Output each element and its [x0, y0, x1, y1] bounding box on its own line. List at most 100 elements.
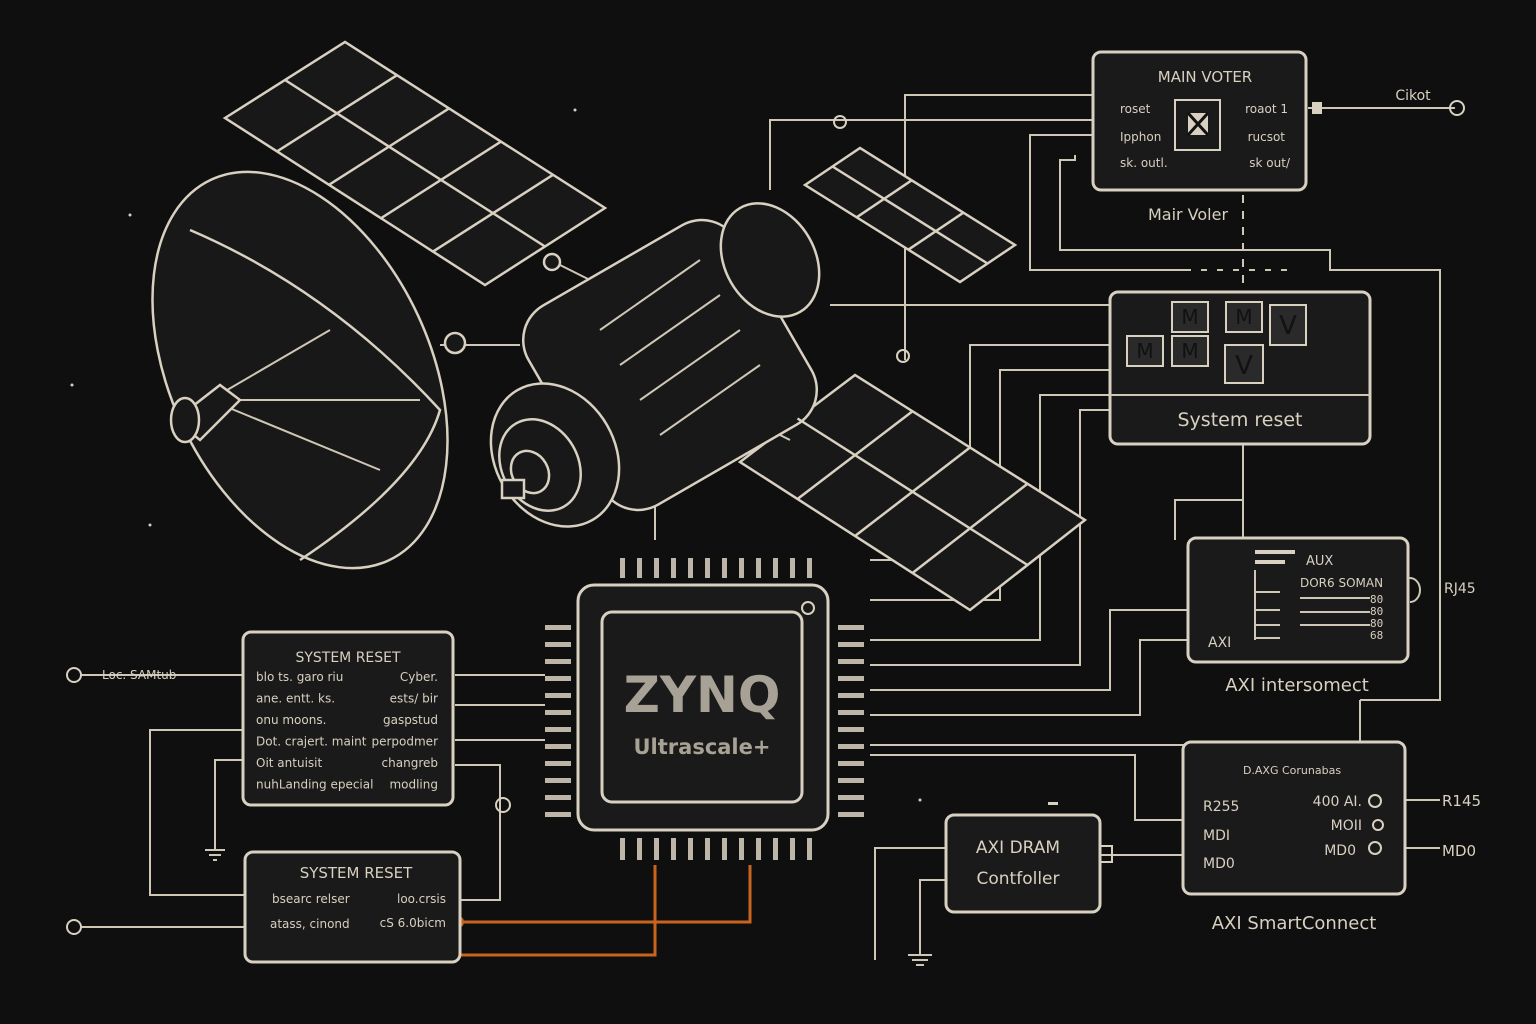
system-reset-left-block: SYSTEM RESET blo ts. garo riu Cyber. ane. … [102, 630, 455, 807]
satellite-body [489, 202, 821, 528]
chip-pin [773, 838, 778, 860]
main-voter-port-r2: rucsot [1248, 130, 1286, 144]
chip-pin [838, 744, 864, 749]
axi-interconnect-line-3: AXI [1208, 635, 1231, 651]
axi-smartconnect-caption: AXI SmartConnect [1212, 913, 1377, 934]
chip-pin [790, 838, 795, 860]
axi-dram-line-1: AXI DRAM [976, 838, 1060, 858]
chip-pin [722, 558, 727, 578]
chip-pin [838, 642, 864, 647]
srl-row-left: Oit antuisit [256, 756, 322, 770]
chip-pin [545, 761, 571, 766]
chip-pin [545, 642, 571, 647]
srl-row-right: gaspstud [383, 713, 438, 727]
chip-title: ZYNQ [624, 666, 781, 724]
srb-row2-left: atass, cinond [270, 917, 350, 931]
chip-pin [545, 744, 571, 749]
chip-pin [620, 838, 625, 860]
chip-pin [838, 676, 864, 681]
chip-pin [807, 558, 812, 578]
chip-pin [637, 558, 642, 578]
main-voter-port-r3: sk out/ [1249, 156, 1291, 170]
chip-pin [654, 558, 659, 578]
srl-row-right: changreb [382, 756, 438, 770]
system-reset-bottom-title: SYSTEM RESET [300, 864, 413, 882]
main-voter-caption: Mair Voler [1148, 205, 1229, 224]
chip-pin [545, 659, 571, 664]
solar-panel-lower-grid [796, 410, 1029, 574]
srl-row-right: perpodmer [371, 735, 438, 749]
smartconnect-port-l3: MD0 [1203, 856, 1235, 872]
axi-interconnect-line-1: AUX [1306, 554, 1333, 569]
chip-pin [838, 693, 864, 698]
srl-row-right: ests/ bir [390, 692, 438, 706]
chip-pin [807, 838, 812, 860]
smartconnect-port-r2: MOII [1331, 818, 1362, 834]
srb-row1-left: bsearc relser [272, 892, 350, 906]
main-voter-output-label: Cikot [1395, 88, 1431, 104]
chip-pin [637, 838, 642, 860]
chip-pin [722, 838, 727, 860]
chip-pin [739, 838, 744, 860]
chip-pin [756, 558, 761, 578]
chip-pin [688, 558, 693, 578]
srl-row-right: modling [389, 778, 438, 792]
axi-interconnect-line-2: DOR6 SOMAN [1300, 576, 1383, 590]
system-reset-top-caption: System reset [1177, 409, 1302, 431]
solar-panel-small-grid [831, 165, 989, 265]
chip-pin [705, 558, 710, 578]
satellite-illustration [151, 40, 1088, 612]
sr-block-v1: V [1279, 311, 1297, 341]
chip-pin [838, 812, 864, 817]
chip-pin [705, 838, 710, 860]
main-voter-port-r1: roaot 1 [1245, 102, 1288, 116]
smartconnect-port-r3: MD0 [1324, 843, 1356, 859]
sr-block-v2: V [1235, 351, 1253, 381]
smartconnect-ext-2: MD0 [1442, 842, 1476, 860]
axi-interconnect-caption: AXI intersomect [1225, 675, 1369, 696]
main-voter-block: MAIN VOTER roset Ipphon sk. outl. roaot … [1091, 50, 1431, 224]
chip-pins [545, 558, 864, 860]
sr-block-m3: M [1136, 339, 1153, 363]
chip-pin [756, 838, 761, 860]
srl-row-left: onu moons. [256, 713, 326, 727]
smartconnect-ext-1: R145 [1442, 792, 1481, 810]
srl-row-left: nuhLanding epecial [256, 778, 373, 792]
chip-pin [671, 838, 676, 860]
chip-pin [545, 693, 571, 698]
zynq-chip: ZYNQ Ultrascale+ [545, 558, 864, 860]
axi-code-4: 68 [1370, 629, 1383, 642]
axi-code-2: 80 [1370, 605, 1383, 618]
main-voter-port-l1: roset [1120, 102, 1151, 116]
background-specks [70, 108, 1058, 805]
sr-block-m1: M [1181, 305, 1198, 329]
srl-row-left: ane. entt. ks. [256, 692, 335, 706]
axi-code-1: 80 [1370, 593, 1383, 606]
axi-smartconnect-block: D.AXG Corunabas R255 MDI MD0 400 AI. MOI… [1181, 740, 1481, 934]
chip-pin [688, 838, 693, 860]
srb-row1-right: loo.crsis [397, 892, 446, 906]
chip-pin [838, 727, 864, 732]
chip-pin [545, 676, 571, 681]
main-voter-port-l2: Ipphon [1120, 130, 1161, 144]
accent-wiring [452, 865, 752, 957]
chip-pin [838, 778, 864, 783]
chip-pin [545, 727, 571, 732]
axi-code-3: 80 [1370, 617, 1383, 630]
chip-pin [545, 812, 571, 817]
chip-pin [790, 558, 795, 578]
chip-pin [545, 778, 571, 783]
system-reset-bottom-block: SYSTEM RESET bsearc relser loo.crsis ata… [243, 850, 462, 964]
axi-smartconnect-title: D.AXG Corunabas [1243, 764, 1341, 777]
srl-row-right: Cyber. [400, 670, 438, 684]
chip-pin [620, 558, 625, 578]
chip-subtitle: Ultrascale+ [634, 735, 771, 759]
chip-pin [545, 710, 571, 715]
axi-interconnect-port: RJ45 [1444, 581, 1476, 597]
system-reset-left-title: SYSTEM RESET [295, 650, 401, 666]
chip-pin [773, 558, 778, 578]
chip-pin [545, 795, 571, 800]
srb-row2-right: cS 6.0bicm [380, 916, 446, 930]
chip-pin [838, 795, 864, 800]
chip-pin [739, 558, 744, 578]
